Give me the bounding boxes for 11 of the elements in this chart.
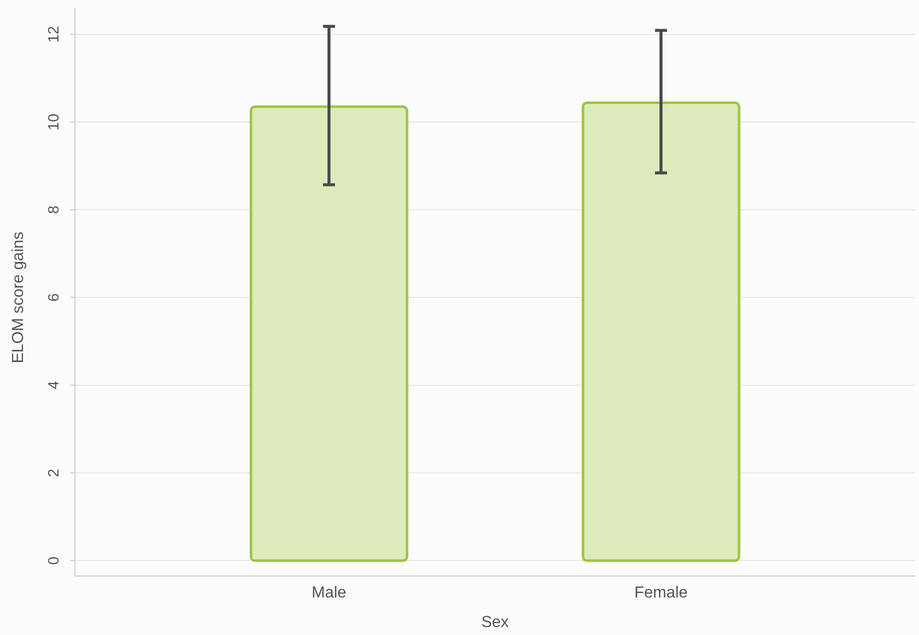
y-tick-label: 0 (45, 556, 62, 565)
y-tick-label: 12 (45, 26, 62, 43)
y-axis-title: ELOM score gains (10, 232, 27, 364)
y-tick-label: 4 (45, 381, 62, 390)
y-tick-label: 2 (45, 468, 62, 478)
x-tick-label: Female (634, 584, 688, 602)
x-tick-label: Male (312, 584, 346, 602)
y-tick-label: 10 (45, 114, 62, 130)
x-axis-title: Sex (481, 614, 509, 631)
y-tick-label: 6 (45, 293, 62, 302)
y-tick-label: 8 (45, 206, 62, 214)
